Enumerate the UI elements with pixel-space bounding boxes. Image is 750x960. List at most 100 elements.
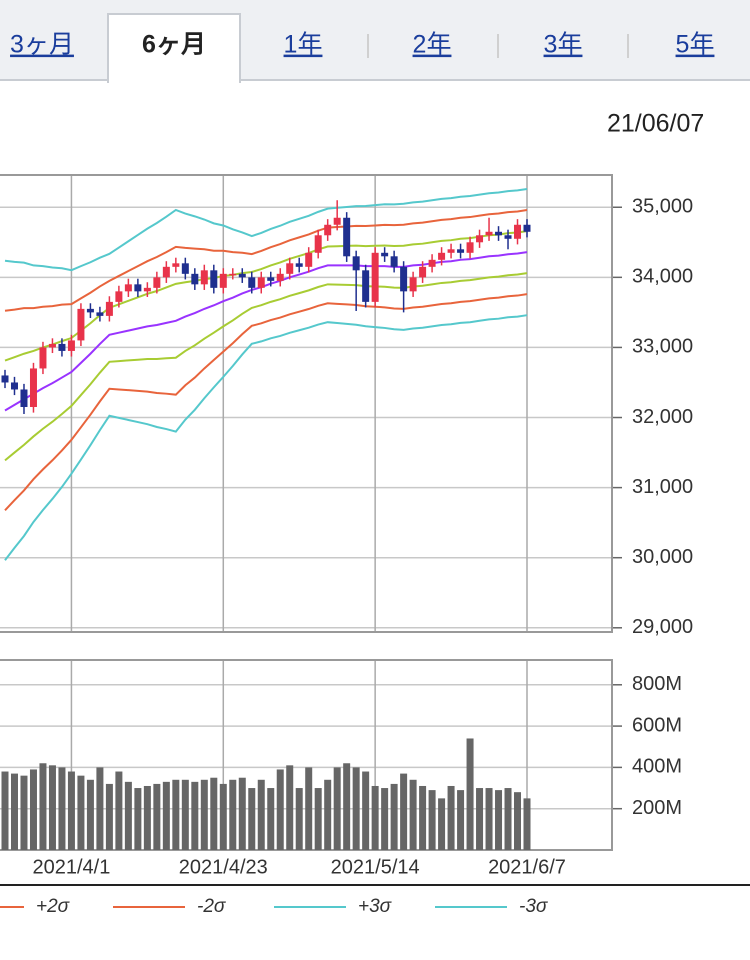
candle-body [428, 259, 436, 267]
plot-frame [0, 659, 613, 851]
candle-body [267, 277, 275, 281]
band-line [4, 251, 528, 412]
candle-body [153, 277, 161, 288]
tab[interactable]: 5年 [676, 31, 715, 59]
volume-bar [48, 765, 56, 850]
candle-body [504, 235, 512, 239]
candle-body [238, 273, 246, 278]
volume-bar [58, 767, 66, 850]
candle-body [172, 263, 180, 267]
volume-bar [267, 788, 275, 850]
candle-body [48, 343, 56, 348]
candle-body [324, 224, 332, 236]
candle-body [362, 270, 370, 302]
candle-body [124, 284, 132, 292]
y-tick-label: 32,000 [632, 406, 693, 428]
volume-bar [39, 763, 47, 850]
candle-body [333, 217, 341, 225]
candle-body [39, 347, 47, 369]
candle-body [143, 287, 151, 292]
candle-body [466, 242, 474, 253]
candle-body [105, 301, 113, 316]
legend-label: +2σ [36, 896, 71, 917]
legend-label: -3σ [519, 896, 549, 917]
volume-bar [381, 788, 389, 850]
candle-body [409, 277, 417, 292]
volume-bar [523, 798, 531, 850]
volume-bar [10, 773, 18, 850]
volume-bar [86, 779, 94, 850]
candle-body [286, 263, 294, 274]
candle-body [229, 273, 237, 276]
candle-body [457, 249, 465, 253]
volume-bar [485, 788, 493, 850]
volume-bar [229, 779, 237, 850]
volume-bar [143, 785, 151, 850]
volume-bar [181, 779, 189, 850]
candle-body [77, 308, 85, 341]
volume-bar [419, 785, 427, 850]
candle-body [1, 375, 9, 383]
volume-bar [362, 771, 370, 850]
volume-bar [276, 769, 284, 850]
volume-bar [495, 790, 503, 850]
y-tick-label: 34,000 [632, 266, 693, 288]
tab[interactable]: 3年 [544, 31, 583, 59]
tab[interactable]: 6ヶ月 [142, 31, 206, 59]
band-line [4, 272, 528, 462]
band-line [4, 230, 528, 362]
y-tick-label: 400M [632, 756, 682, 778]
candle-body [485, 231, 493, 236]
candle-body [20, 389, 28, 408]
volume-bar [333, 767, 341, 850]
volume-bar [504, 788, 512, 850]
tab[interactable]: 3ヶ月 [10, 31, 74, 59]
volume-bar [457, 790, 465, 850]
candle-body [162, 266, 170, 278]
x-tick-label: 2021/4/23 [179, 856, 268, 878]
candle-body [134, 284, 142, 292]
volume-bar [96, 767, 104, 850]
tab[interactable]: 2年 [413, 31, 452, 59]
x-tick-label: 2021/5/14 [331, 856, 420, 878]
date: 21/06/07 [607, 110, 704, 138]
candle-body [257, 277, 265, 288]
candle-body [10, 382, 18, 390]
band-line [4, 314, 528, 561]
candle-body [352, 256, 360, 271]
y-tick-label: 30,000 [632, 546, 693, 568]
candle-body [295, 263, 303, 267]
candle-body [276, 273, 284, 281]
candle-body [200, 270, 208, 285]
volume-bar [153, 783, 161, 850]
legend-label: -2σ [197, 896, 227, 917]
y-tick-label: 31,000 [632, 476, 693, 498]
volume-bar [324, 779, 332, 850]
volume-bar [20, 775, 28, 850]
volume-bar [514, 792, 522, 850]
y-tick-label: 600M [632, 714, 682, 736]
band-line [4, 188, 528, 272]
candle-body [210, 270, 218, 288]
candle-body [400, 266, 408, 292]
volume-bar [286, 765, 294, 850]
y-tick-label: 29,000 [632, 616, 693, 638]
volume-bar [447, 785, 455, 850]
candle-body [495, 231, 503, 236]
volume-bar [219, 783, 227, 850]
candle-body [67, 340, 75, 351]
candle-body [343, 217, 351, 257]
candle-body [305, 252, 313, 267]
volume-bar [134, 788, 142, 850]
volume-bar [390, 783, 398, 850]
tab[interactable]: 1年 [284, 31, 323, 59]
band-line [4, 209, 528, 312]
volume-bar [257, 779, 265, 850]
candle-body [523, 224, 531, 232]
volume-bar [29, 769, 37, 850]
candle-body [438, 252, 446, 260]
volume-bar [77, 775, 85, 850]
candle-body [86, 308, 94, 313]
volume-bar [438, 798, 446, 850]
